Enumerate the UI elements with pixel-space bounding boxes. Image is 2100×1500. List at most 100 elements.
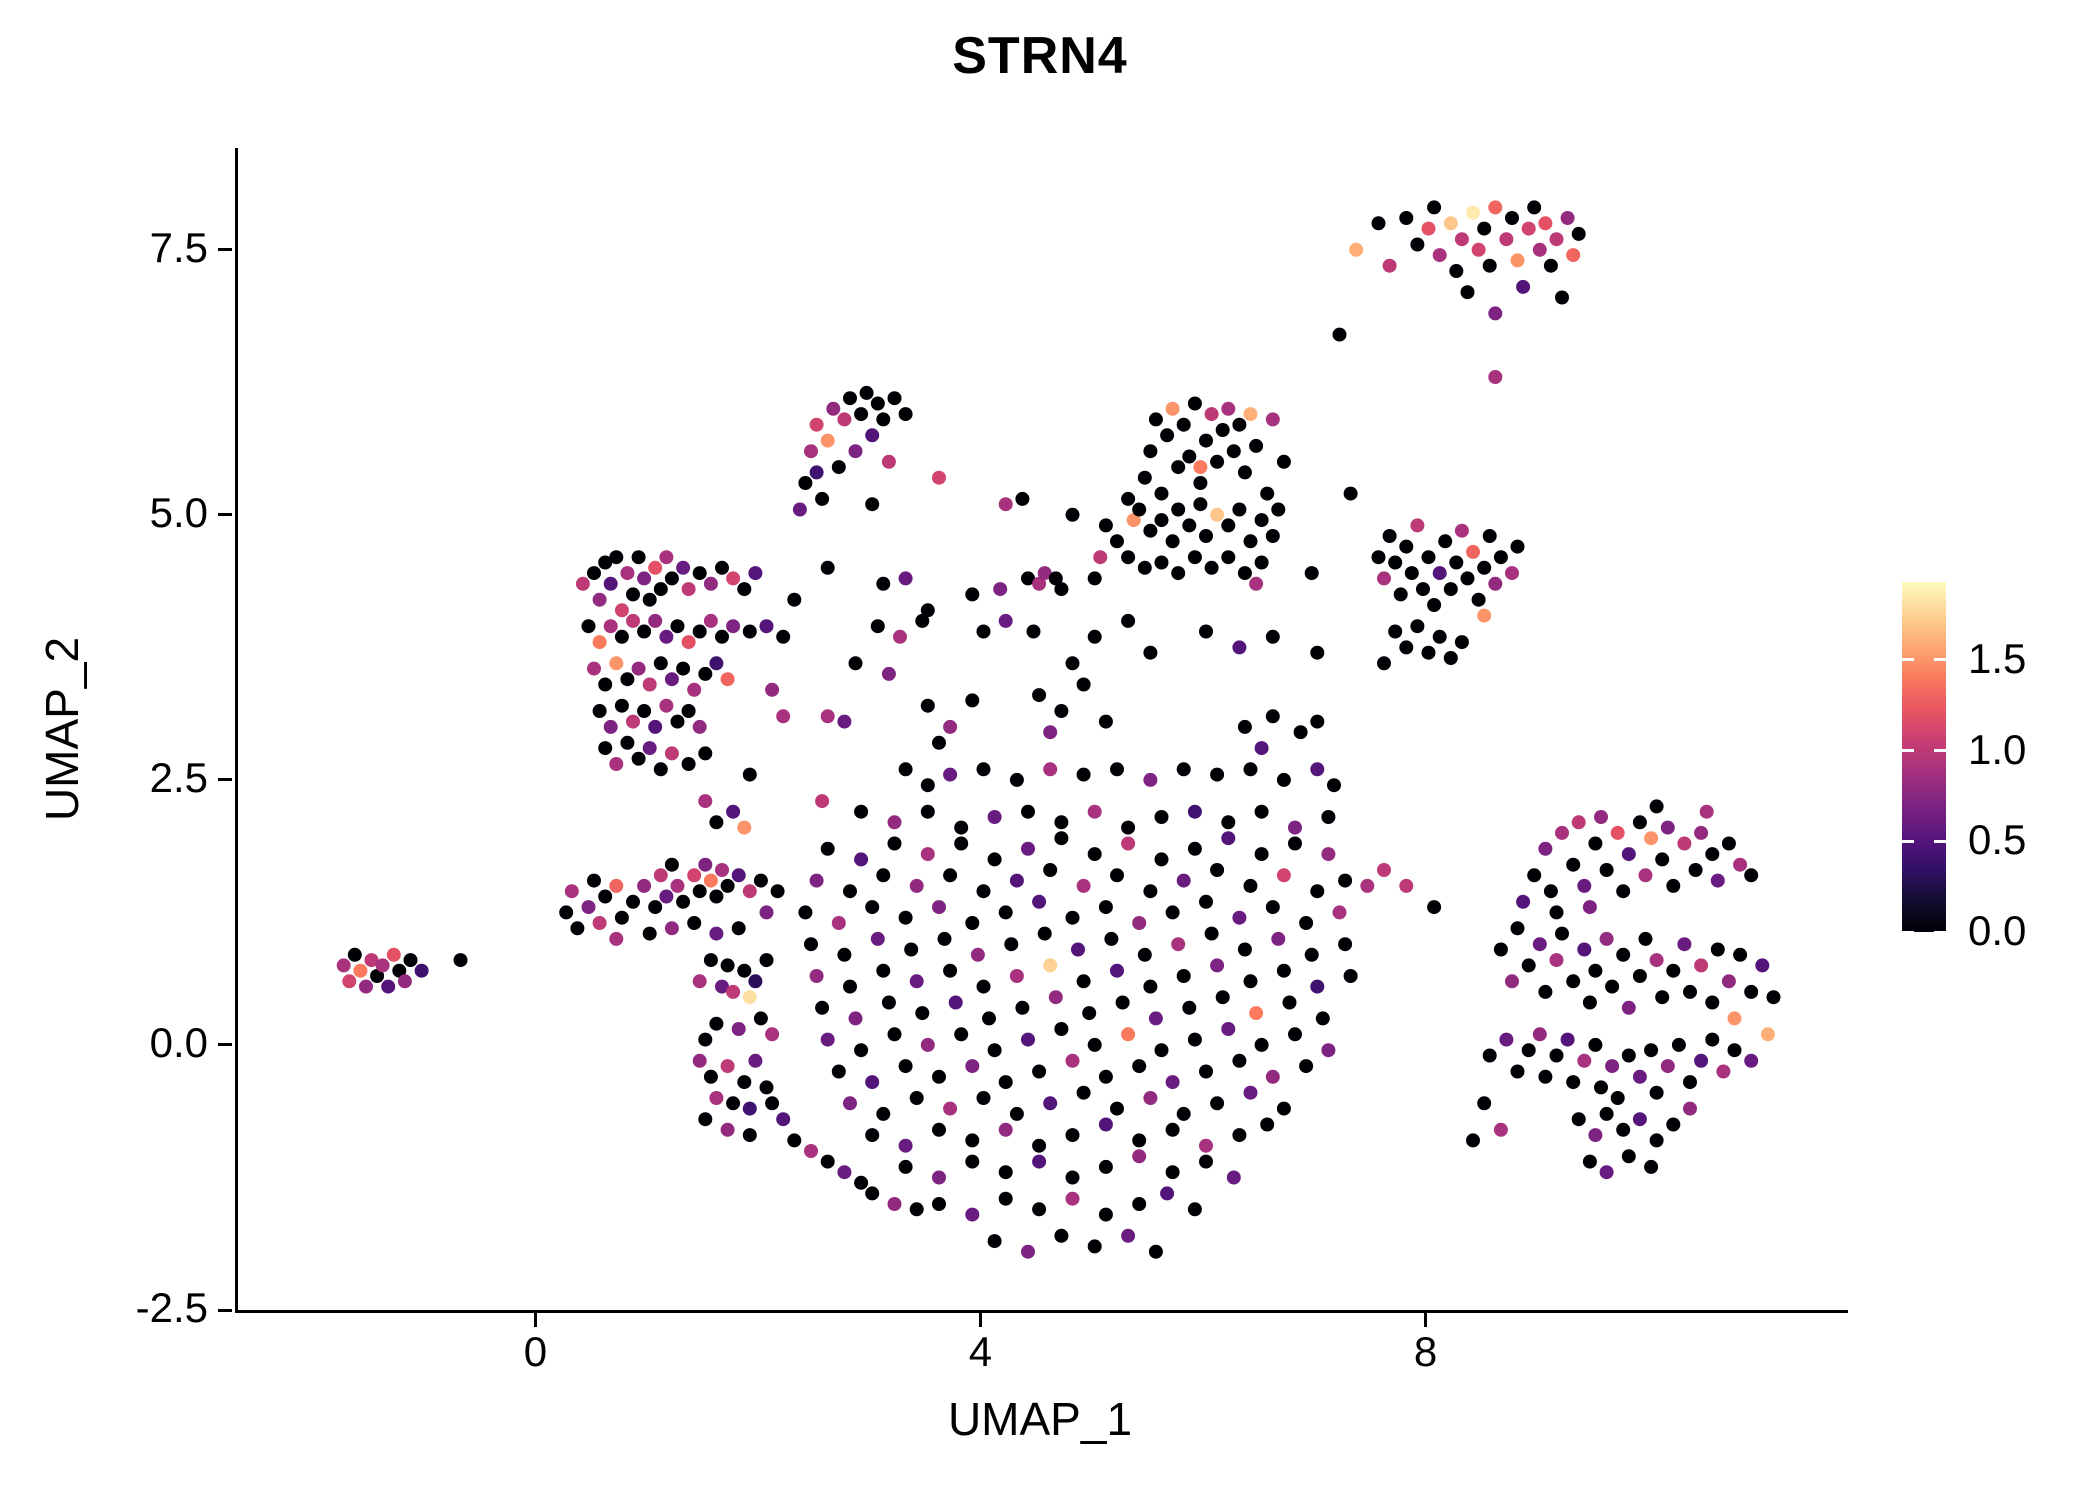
data-point xyxy=(1276,772,1291,787)
data-point xyxy=(831,460,846,475)
data-point xyxy=(1121,820,1136,835)
data-point xyxy=(1098,518,1113,533)
y-tick-mark xyxy=(218,1043,232,1047)
data-point xyxy=(1009,1106,1024,1121)
data-point xyxy=(1683,1075,1697,1090)
data-point xyxy=(1148,412,1163,427)
data-point xyxy=(1221,401,1236,416)
data-point xyxy=(1204,407,1219,422)
data-point xyxy=(731,1022,746,1036)
data-point xyxy=(970,947,985,962)
data-point xyxy=(1421,550,1436,565)
data-point xyxy=(815,1000,830,1015)
data-point xyxy=(742,884,757,899)
data-point xyxy=(898,407,913,422)
data-point xyxy=(1087,847,1102,862)
data-point xyxy=(1521,221,1536,236)
data-point xyxy=(1315,1011,1330,1026)
data-point xyxy=(1132,1133,1147,1148)
data-point xyxy=(932,1069,946,1084)
data-point xyxy=(1065,1191,1080,1206)
data-point xyxy=(1482,529,1497,543)
data-point xyxy=(1388,624,1403,639)
data-point xyxy=(570,921,585,936)
data-point xyxy=(1727,1043,1742,1058)
data-point xyxy=(1243,1085,1258,1100)
data-point xyxy=(709,926,724,941)
data-point xyxy=(893,629,907,644)
plot-panel xyxy=(235,148,1848,1313)
data-point xyxy=(592,704,607,718)
data-point xyxy=(920,778,935,793)
data-point xyxy=(1276,1101,1291,1116)
colorbar-tick-mark xyxy=(1934,749,1946,753)
data-point xyxy=(943,719,958,734)
data-point xyxy=(1332,327,1347,342)
data-point xyxy=(820,841,835,856)
data-point xyxy=(737,582,752,597)
data-point xyxy=(1026,624,1041,639)
data-point xyxy=(1399,211,1414,225)
data-point xyxy=(1421,645,1436,660)
data-point xyxy=(1388,555,1403,570)
data-point xyxy=(1605,979,1620,994)
data-point xyxy=(653,762,668,777)
data-point xyxy=(1460,285,1475,300)
data-point xyxy=(1154,810,1169,824)
data-point xyxy=(1288,1027,1302,1042)
data-point xyxy=(1521,958,1536,973)
data-point xyxy=(676,894,691,909)
data-point xyxy=(831,1064,846,1079)
data-point xyxy=(1282,995,1297,1010)
data-point xyxy=(1243,762,1258,777)
data-point xyxy=(1276,454,1291,469)
data-point xyxy=(1632,1112,1647,1127)
data-point xyxy=(1443,651,1458,665)
data-point xyxy=(865,1186,880,1201)
data-point xyxy=(620,672,635,687)
data-point xyxy=(698,666,713,681)
data-point xyxy=(715,560,729,575)
data-point xyxy=(993,582,1008,597)
data-point xyxy=(1015,1000,1030,1015)
y-tick-mark xyxy=(218,248,232,252)
data-point xyxy=(915,1006,930,1021)
data-point xyxy=(915,613,930,628)
data-point xyxy=(381,979,396,994)
data-point xyxy=(592,592,607,607)
data-point xyxy=(887,1197,902,1211)
data-point xyxy=(1377,863,1391,877)
data-point xyxy=(1582,900,1597,915)
data-point xyxy=(1065,910,1080,925)
data-point xyxy=(1516,279,1531,294)
data-point xyxy=(1594,810,1608,824)
data-point xyxy=(1043,958,1058,973)
data-point xyxy=(1043,762,1058,777)
data-point xyxy=(659,889,674,904)
data-point xyxy=(898,1159,913,1174)
data-point xyxy=(1132,1149,1147,1164)
y-tick-mark xyxy=(218,778,232,782)
data-point xyxy=(1210,1096,1225,1111)
data-point xyxy=(932,1122,946,1137)
data-point xyxy=(731,921,746,936)
data-point xyxy=(642,592,657,607)
data-point xyxy=(575,576,590,591)
data-point xyxy=(965,693,980,708)
data-point xyxy=(1338,937,1353,952)
data-point xyxy=(1683,984,1697,999)
data-point xyxy=(726,571,741,586)
data-point xyxy=(1599,931,1614,946)
data-point xyxy=(1621,1149,1636,1164)
data-point xyxy=(587,661,601,676)
data-point xyxy=(1382,529,1397,543)
data-point xyxy=(1232,417,1247,432)
data-point xyxy=(1254,741,1269,756)
data-point xyxy=(1193,460,1208,475)
data-point xyxy=(1549,953,1564,968)
data-point xyxy=(870,619,885,634)
data-point xyxy=(1310,979,1325,994)
data-point xyxy=(1015,491,1030,506)
data-point xyxy=(1032,1138,1047,1153)
data-point xyxy=(954,820,969,835)
